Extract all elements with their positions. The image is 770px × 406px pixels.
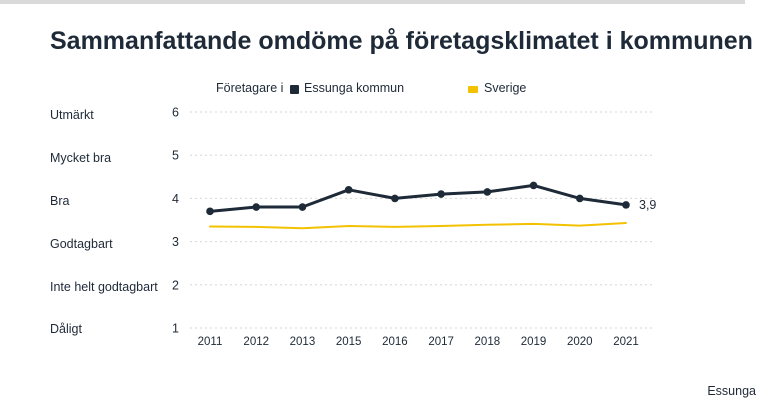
chart-title: Sammanfattande omdöme på företagsklimate… — [50, 27, 753, 55]
x-tick-label-2017: 2017 — [428, 336, 454, 348]
category-label-daligt: Dåligt — [50, 322, 82, 336]
data-point-essunga-2013 — [298, 203, 307, 211]
data-point-essunga-2011 — [206, 207, 214, 216]
data-point-essunga-2020 — [575, 194, 584, 203]
y-tick-label-5: 5 — [172, 149, 179, 163]
legend-label-essunga: Essunga kommun — [304, 81, 405, 95]
x-tick-label-2015: 2015 — [336, 336, 362, 348]
top-divider — [0, 0, 745, 4]
x-tick-label-2013: 2013 — [290, 336, 316, 348]
data-point-essunga-2017 — [437, 190, 445, 198]
category-label-godtagbart: Godtagbart — [50, 237, 113, 251]
category-label-inte-helt-godtagbart: Inte helt godtagbart — [50, 280, 158, 294]
legend-prefix: Företagare i — [216, 81, 284, 95]
y-tick-label-2: 2 — [172, 278, 179, 292]
x-tick-label-2021: 2021 — [613, 336, 639, 348]
category-label-utmarkt: Utmärkt — [50, 108, 94, 122]
x-tick-label-2016: 2016 — [382, 336, 408, 348]
x-tick-label-2012: 2012 — [243, 336, 269, 348]
x-tick-label-2011: 2011 — [198, 336, 223, 348]
data-point-essunga-2021 — [622, 201, 630, 209]
data-point-essunga-2019 — [529, 181, 538, 190]
data-point-essunga-2015 — [344, 185, 353, 194]
legend-marker-essunga — [290, 85, 299, 94]
data-point-essunga-2018 — [483, 188, 492, 196]
y-tick-label-3: 3 — [172, 235, 179, 249]
x-tick-label-2019: 2019 — [521, 336, 547, 348]
data-point-essunga-2012 — [252, 203, 261, 211]
category-label-bra: Bra — [50, 194, 70, 208]
legend-label-sverige: Sverige — [484, 81, 527, 95]
x-tick-label-2020: 2020 — [567, 336, 593, 348]
end-value-label: 3,9 — [639, 198, 656, 212]
series-line-essunga — [208, 183, 628, 213]
legend-marker-sverige — [468, 86, 478, 93]
x-tick-label-2018: 2018 — [475, 336, 501, 348]
category-label-mycket-bra: Mycket bra — [50, 151, 112, 165]
y-tick-label-4: 4 — [172, 192, 179, 206]
data-point-essunga-2016 — [391, 194, 399, 203]
series-line-sverige — [209, 222, 627, 230]
footer-municipality: Essunga — [707, 384, 756, 398]
y-tick-label-1: 1 — [172, 322, 179, 336]
y-tick-label-6: 6 — [172, 106, 179, 120]
